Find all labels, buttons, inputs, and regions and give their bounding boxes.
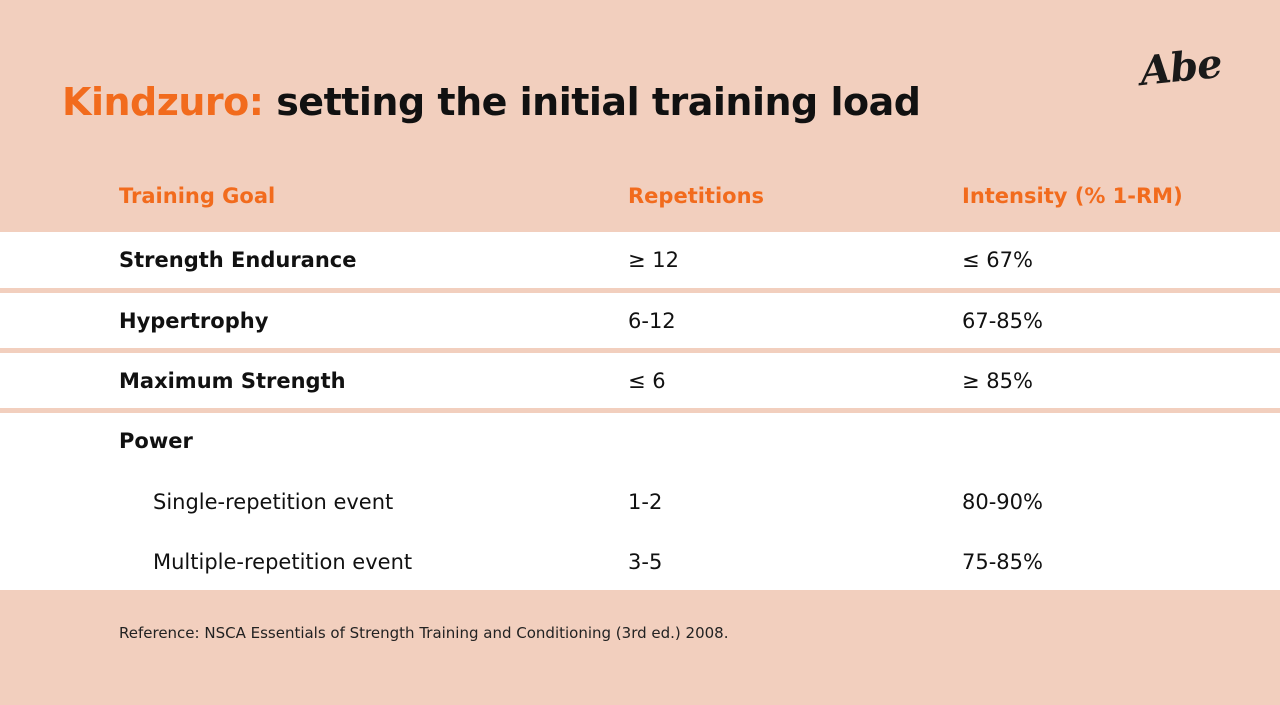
sub-row-event: Single-repetition event bbox=[153, 490, 394, 514]
table-row: Hypertrophy 6-12 67-85% bbox=[0, 293, 1280, 348]
row-goal: Maximum Strength bbox=[119, 369, 346, 393]
sub-row-intensity: 75-85% bbox=[962, 550, 1043, 574]
title-brand: Kindzuro: bbox=[62, 80, 264, 124]
header-intensity: Intensity (% 1-RM) bbox=[962, 184, 1183, 208]
sub-row-reps: 3-5 bbox=[628, 550, 663, 574]
header-repetitions: Repetitions bbox=[628, 184, 765, 208]
row-intensity: ≥ 85% bbox=[962, 369, 1033, 393]
table-row: Strength Endurance ≥ 12 ≤ 67% bbox=[0, 232, 1280, 288]
row-reps: 6-12 bbox=[628, 309, 676, 333]
table-row: Maximum Strength ≤ 6 ≥ 85% bbox=[0, 353, 1280, 408]
table-header-row: Training Goal Repetitions Intensity (% 1… bbox=[0, 176, 1280, 220]
sub-row-intensity: 80-90% bbox=[962, 490, 1043, 514]
row-reps: ≤ 6 bbox=[628, 369, 666, 393]
page-title: Kindzuro: setting the initial training l… bbox=[62, 78, 921, 126]
row-intensity: 67-85% bbox=[962, 309, 1043, 333]
sub-row-reps: 1-2 bbox=[628, 490, 663, 514]
title-text: setting the initial training load bbox=[276, 80, 921, 124]
table-row-power: Power Single-repetition event 1-2 80-90%… bbox=[0, 413, 1280, 590]
row-goal: Hypertrophy bbox=[119, 309, 269, 333]
header-training-goal: Training Goal bbox=[119, 184, 276, 208]
reference-note: Reference: NSCA Essentials of Strength T… bbox=[119, 624, 729, 642]
row-intensity: ≤ 67% bbox=[962, 248, 1033, 272]
row-reps: ≥ 12 bbox=[628, 248, 679, 272]
row-goal: Strength Endurance bbox=[119, 248, 357, 272]
row-goal: Power bbox=[119, 429, 193, 453]
logo: Abe bbox=[1137, 39, 1224, 96]
sub-row-event: Multiple-repetition event bbox=[153, 550, 413, 574]
